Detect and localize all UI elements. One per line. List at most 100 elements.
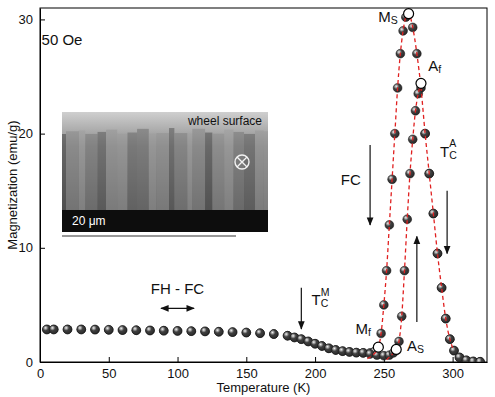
y-axis: 0 10 20 30 <box>19 9 45 370</box>
annotation-text: A <box>428 57 438 74</box>
y-tick-label: 20 <box>19 126 33 141</box>
y-tick-mark <box>40 19 45 20</box>
y-tick: 20 <box>19 126 45 141</box>
inset-grain <box>212 134 224 210</box>
data-point <box>118 326 127 335</box>
arrow <box>416 236 417 322</box>
y-tick: 30 <box>19 12 45 27</box>
y-tick: 10 <box>19 240 45 255</box>
data-point <box>63 325 72 334</box>
annotation-subscript: C <box>449 149 457 161</box>
x-tick-label: 200 <box>305 366 327 381</box>
data-point <box>91 325 100 334</box>
inset-grain <box>224 130 233 210</box>
inset-scale-label: 20 μm <box>72 214 106 228</box>
inset-grain <box>62 134 66 210</box>
inset-grain <box>79 130 85 210</box>
annotation-text: 50 Oe <box>42 30 83 47</box>
inset-grain <box>149 133 157 210</box>
inset-grain <box>127 133 137 210</box>
annotation: FH - FC <box>151 279 204 296</box>
arrow <box>301 288 302 329</box>
data-point <box>104 325 113 334</box>
inset-grain <box>66 131 79 210</box>
annotation-subscript: S <box>391 14 398 26</box>
x-tick-mark <box>246 357 247 362</box>
marked-point <box>404 9 414 19</box>
inset-grain <box>169 128 174 210</box>
data-point <box>214 327 223 336</box>
annotation: Af <box>428 57 441 76</box>
annotation: TCM <box>312 286 330 310</box>
data-point <box>417 79 426 88</box>
x-tick-mark <box>315 357 316 362</box>
annotation: TCA <box>440 137 457 161</box>
data-point <box>77 325 86 334</box>
plot-area <box>42 9 484 362</box>
y-tick-mark <box>40 248 45 249</box>
data-point <box>104 325 113 334</box>
annotation-subscript: f <box>438 63 441 75</box>
chart: wheel surface20 μm0501001502002503000102… <box>0 0 495 397</box>
inset-grain <box>98 132 106 210</box>
inset: wheel surface20 μm <box>62 112 268 236</box>
data-point <box>269 330 278 339</box>
data-point <box>256 329 265 338</box>
marked-point <box>373 342 383 352</box>
x-tick-label: 100 <box>167 366 189 381</box>
x-tick-label: 0 <box>37 366 44 381</box>
annotation-text: T <box>312 291 321 308</box>
data-point <box>159 326 168 335</box>
data-point <box>49 325 58 334</box>
y-tick-label: 10 <box>19 240 33 255</box>
x-tick-mark <box>178 357 179 362</box>
annotation: Mf <box>356 319 372 338</box>
annotation-text: M <box>378 7 391 24</box>
data-point <box>132 326 141 335</box>
marked-point <box>391 344 401 354</box>
x-tick-label: 300 <box>442 366 464 381</box>
arrow <box>161 308 194 309</box>
annotation-superscript: A <box>449 137 456 149</box>
inset-grain <box>244 134 255 210</box>
data-point <box>146 326 155 335</box>
series-markers <box>42 79 484 362</box>
x-tick-mark <box>109 357 110 362</box>
inset-grain <box>106 130 117 210</box>
data-point <box>63 325 72 334</box>
inset-band <box>62 210 268 232</box>
x-tick: 50 <box>102 357 116 381</box>
annotation-superscript: M <box>321 286 330 298</box>
data-point <box>91 325 100 334</box>
data-point <box>269 330 278 339</box>
x-tick: 150 <box>236 357 258 381</box>
annotation: 50 Oe <box>42 30 83 47</box>
data-point <box>392 345 401 354</box>
y-tick-mark <box>40 134 45 135</box>
data-point <box>256 329 265 338</box>
annotation: FC <box>341 171 361 188</box>
data-point <box>228 328 237 337</box>
fit-line <box>367 14 454 359</box>
inset-grain <box>192 129 205 210</box>
plot-frame <box>40 8 487 362</box>
inset-image <box>62 112 268 210</box>
x-axis-title: Temperature (K) <box>217 380 311 395</box>
data-point <box>476 357 485 362</box>
y-tick-label: 30 <box>19 12 33 27</box>
direction-symbol <box>235 155 249 169</box>
inset-grain <box>255 130 264 210</box>
inset-grain <box>187 133 192 210</box>
y-axis-title: Magnetization (emu/g) <box>5 120 20 249</box>
annotation-subscript: C <box>321 297 329 309</box>
x-tick: 100 <box>167 357 189 381</box>
inset-grain <box>137 129 149 210</box>
inset-grain <box>85 134 97 210</box>
scale-bar <box>62 235 236 236</box>
y-tick-label: 0 <box>26 355 33 370</box>
data-point <box>374 343 383 352</box>
data-point <box>214 327 223 336</box>
annotation-text: T <box>440 142 449 159</box>
fit-line <box>387 83 421 359</box>
inset-grain <box>174 133 187 210</box>
